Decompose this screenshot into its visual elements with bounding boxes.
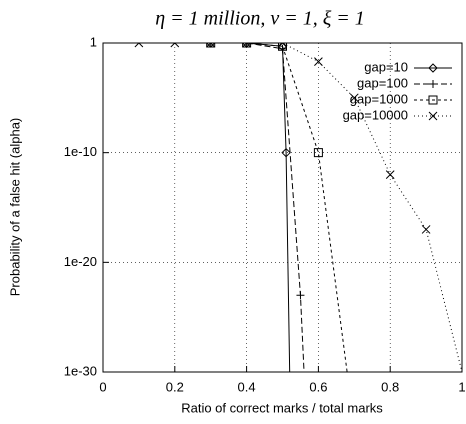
plot-area <box>134 43 462 372</box>
marker <box>349 93 359 103</box>
marker <box>242 43 251 48</box>
marker <box>385 170 395 179</box>
y-tick-label: 1 <box>90 34 97 49</box>
marker <box>428 95 438 105</box>
x-tick-label: 0.4 <box>238 379 256 394</box>
marker <box>278 43 287 51</box>
chart-title: η = 1 million, ν = 1, ξ = 1 <box>155 8 365 30</box>
y-axis-label: Probability of a false hit (alpha) <box>7 118 22 296</box>
y-tick-label: 1e-10 <box>64 144 97 159</box>
marker <box>313 148 323 158</box>
series-line <box>138 43 462 372</box>
series-line <box>210 43 291 372</box>
x-tick-label: 1 <box>458 379 465 394</box>
marker <box>428 111 438 121</box>
marker <box>296 291 305 300</box>
marker <box>134 43 144 48</box>
y-tick-label: 1e-20 <box>64 254 97 269</box>
marker <box>281 147 291 158</box>
y-tick-label: 1e-30 <box>64 363 97 378</box>
marker <box>206 43 215 47</box>
x-axis-label: Ratio of correct marks / total marks <box>181 400 383 415</box>
legend-label: gap=10 <box>364 59 408 74</box>
legend-label: gap=100 <box>357 75 408 90</box>
legend-label: gap=1000 <box>350 91 408 106</box>
marker <box>206 43 216 48</box>
series-line <box>210 43 305 372</box>
marker <box>314 57 323 66</box>
marker <box>421 225 431 234</box>
x-tick-label: 0 <box>99 379 106 394</box>
x-tick-label: 0.2 <box>166 379 184 394</box>
x-tick-label: 0.8 <box>381 379 399 394</box>
marker <box>170 43 180 48</box>
series-line <box>210 43 348 372</box>
marker <box>278 43 287 48</box>
x-tick-label: 0.6 <box>309 379 327 394</box>
legend-label: gap=10000 <box>343 107 408 122</box>
marker <box>429 80 437 88</box>
marker <box>242 43 251 47</box>
marker <box>278 44 287 53</box>
marker <box>428 63 438 73</box>
plot-frame <box>102 42 463 373</box>
